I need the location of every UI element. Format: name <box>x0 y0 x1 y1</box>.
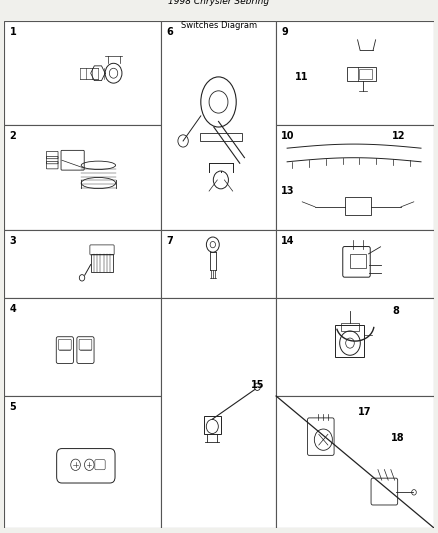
Bar <box>4 396 161 528</box>
Text: 2: 2 <box>10 131 16 141</box>
Text: 17: 17 <box>358 407 371 417</box>
Bar <box>4 125 161 230</box>
Text: 4: 4 <box>10 304 16 314</box>
Text: 1998 Chrysler Sebring: 1998 Chrysler Sebring <box>169 0 269 6</box>
Bar <box>204 416 221 434</box>
Bar <box>91 254 113 272</box>
Bar <box>347 67 376 81</box>
Text: 15: 15 <box>251 381 264 391</box>
Bar <box>276 396 434 528</box>
Text: 13: 13 <box>281 186 295 196</box>
Bar <box>276 230 434 298</box>
Bar <box>161 21 276 230</box>
Bar <box>4 21 161 125</box>
Bar <box>276 125 434 230</box>
Text: 5: 5 <box>10 402 16 412</box>
Bar <box>276 298 434 396</box>
Bar <box>335 325 364 357</box>
Bar <box>4 230 161 298</box>
Text: 6: 6 <box>166 27 173 37</box>
Bar <box>161 230 276 298</box>
Text: 10: 10 <box>281 131 295 141</box>
Text: 18: 18 <box>391 433 405 443</box>
Text: Switches Diagram: Switches Diagram <box>181 21 257 30</box>
Bar <box>4 298 161 396</box>
Text: 7: 7 <box>166 236 173 246</box>
Bar <box>350 254 366 268</box>
Text: 14: 14 <box>281 236 295 246</box>
Bar <box>276 21 434 125</box>
Bar <box>359 69 372 79</box>
Text: 3: 3 <box>10 236 16 246</box>
Bar <box>161 298 276 528</box>
Bar <box>341 323 359 331</box>
Bar <box>200 133 242 141</box>
Text: 1: 1 <box>10 27 16 37</box>
Text: 12: 12 <box>392 131 406 141</box>
Text: 8: 8 <box>392 306 399 316</box>
Text: 9: 9 <box>281 27 288 37</box>
Text: 11: 11 <box>295 72 309 82</box>
Bar <box>345 197 371 215</box>
